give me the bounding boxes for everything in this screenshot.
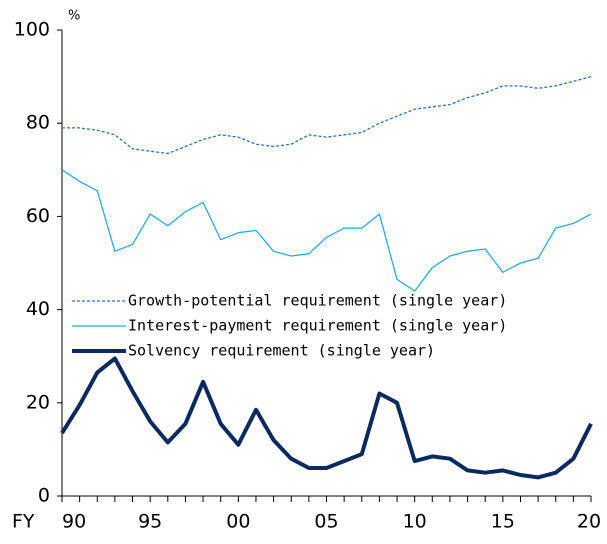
legend-label: Solvency requirement (single year) bbox=[128, 342, 435, 360]
series-line bbox=[62, 75, 592, 155]
x-tick-label: 15 bbox=[491, 511, 515, 533]
y-tick-label: 60 bbox=[26, 205, 50, 227]
legend-label: Interest-payment requirement (single yea… bbox=[128, 317, 507, 335]
x-tick-label: 10 bbox=[403, 511, 427, 533]
series-line bbox=[61, 169, 592, 292]
x-tick-label: 05 bbox=[314, 511, 338, 533]
y-tick-label: 80 bbox=[26, 112, 50, 134]
x-tick-label: 95 bbox=[138, 511, 162, 533]
y-unit: % bbox=[68, 9, 80, 24]
series-line bbox=[60, 356, 593, 480]
y-tick-label: 40 bbox=[26, 298, 50, 320]
y-tick-label: 20 bbox=[26, 391, 50, 413]
y-tick-label: 0 bbox=[38, 485, 50, 507]
x-tick-label: 00 bbox=[226, 511, 250, 533]
x-axis-label: FY bbox=[12, 511, 35, 533]
y-tick-label: 100 bbox=[14, 19, 50, 41]
x-tick-label: 90 bbox=[62, 511, 86, 533]
x-tick-label: 20 bbox=[577, 511, 601, 533]
legend-label: Growth-potential requirement (single yea… bbox=[128, 292, 507, 310]
